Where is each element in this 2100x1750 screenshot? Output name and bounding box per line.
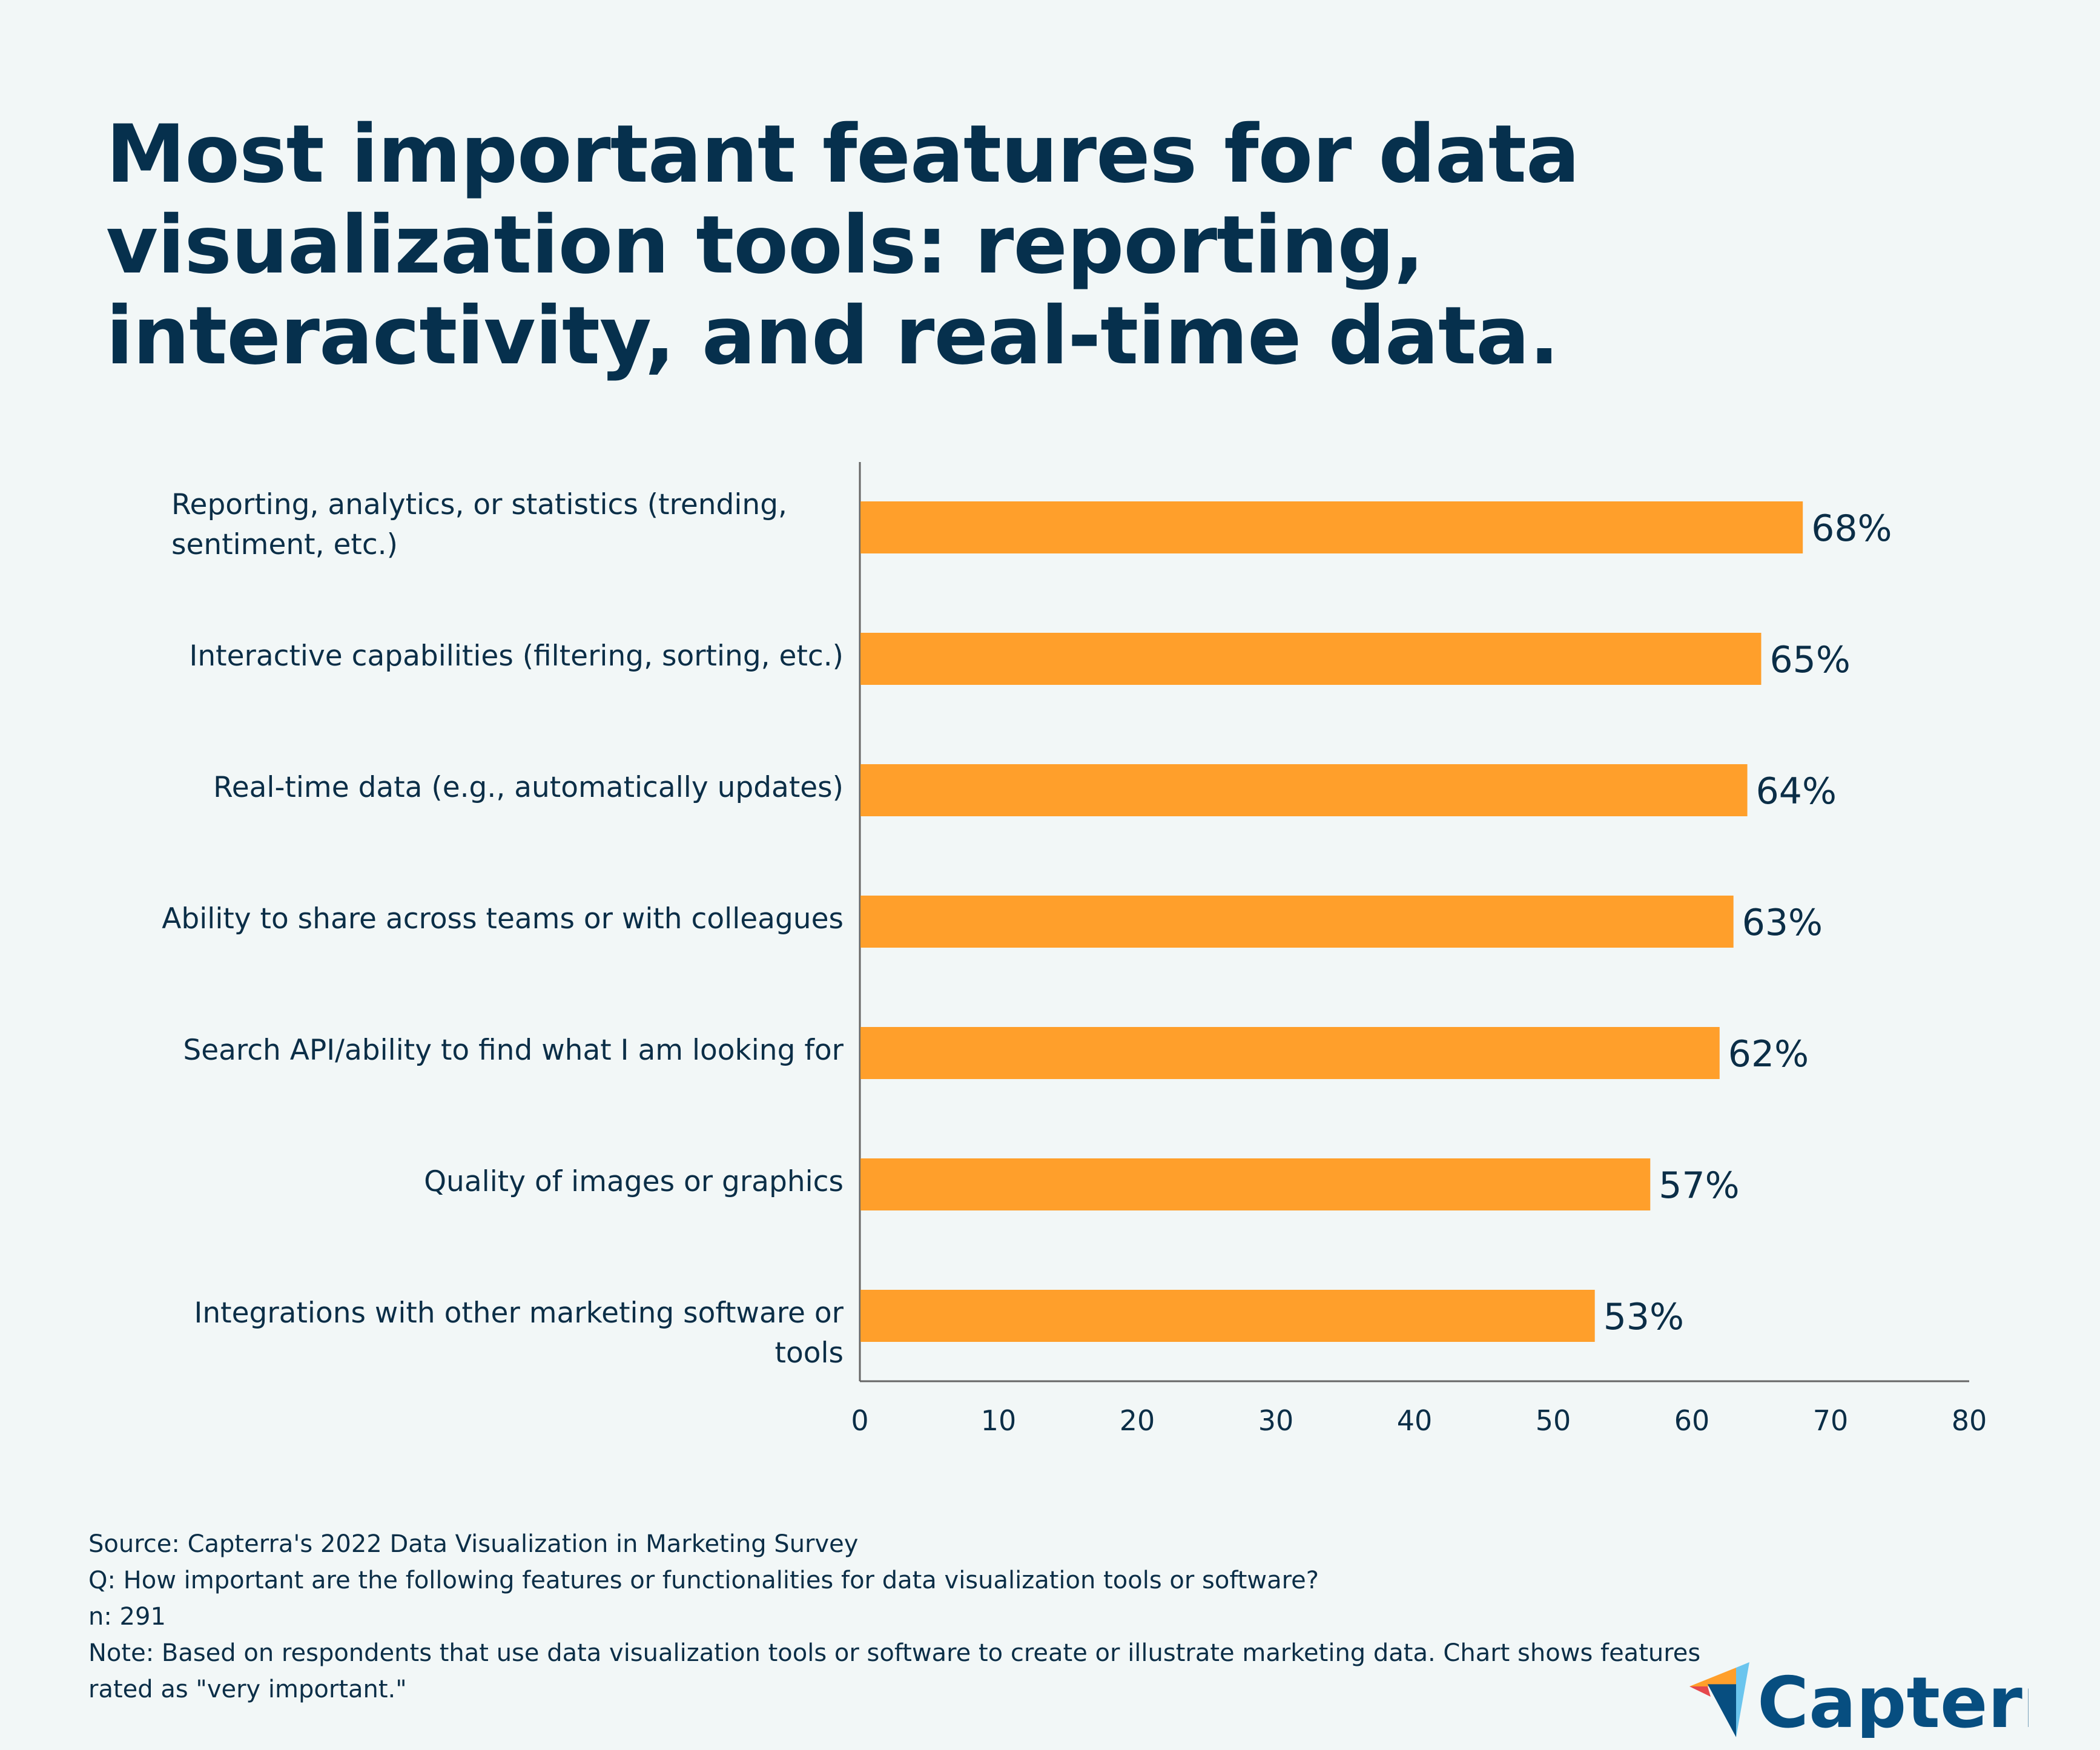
- data-label: 62%: [1728, 1033, 1809, 1075]
- svg-text:Capterra: Capterra: [1757, 1662, 2029, 1738]
- category-label: Ability to share across teams or with co…: [162, 902, 844, 936]
- question-text: Q: How important are the following featu…: [88, 1567, 1319, 1594]
- category-label: Quality of images or graphics: [424, 1165, 844, 1198]
- category-label: Integrations with other marketing softwa…: [194, 1296, 844, 1370]
- data-label: 68%: [1811, 507, 1892, 550]
- sample-size: n: 291: [88, 1603, 166, 1631]
- bar: [860, 896, 1734, 948]
- data-label: 64%: [1756, 770, 1837, 813]
- bar: [860, 1158, 1651, 1210]
- x-tick-label: 0: [851, 1404, 868, 1437]
- category-label: Search API/ability to find what I am loo…: [183, 1034, 844, 1067]
- category-label: Reporting, analytics, or statistics (tre…: [171, 488, 787, 561]
- capterra-logo: Capterra: [1689, 1662, 2029, 1738]
- x-tick-label: 20: [1120, 1404, 1155, 1437]
- chart-title: Most important features for data visuali…: [106, 108, 1580, 383]
- note-text: Note: Based on respondents that use data…: [88, 1639, 1701, 1703]
- data-label: 53%: [1603, 1296, 1684, 1338]
- bar: [860, 633, 1762, 685]
- x-tick-label: 10: [981, 1404, 1017, 1437]
- bar: [860, 764, 1748, 816]
- data-label: 57%: [1659, 1164, 1739, 1207]
- bar: [860, 1027, 1720, 1079]
- x-tick-label: 30: [1258, 1404, 1294, 1437]
- bar: [860, 501, 1803, 553]
- x-tick-label: 50: [1536, 1404, 1571, 1437]
- x-tick-label: 80: [1952, 1404, 1987, 1437]
- footer-notes: Source: Capterra's 2022 Data Visualizati…: [88, 1526, 1723, 1708]
- source-text: Source: Capterra's 2022 Data Visualizati…: [88, 1530, 859, 1558]
- data-label: 65%: [1770, 639, 1851, 681]
- category-label: Interactive capabilities (filtering, sor…: [189, 639, 844, 673]
- x-tick-label: 60: [1674, 1404, 1710, 1437]
- bar: [860, 1290, 1595, 1342]
- x-tick-label: 40: [1397, 1404, 1433, 1437]
- x-tick-label: 70: [1813, 1404, 1849, 1437]
- data-label: 63%: [1742, 902, 1823, 944]
- category-label: Real-time data (e.g., automatically upda…: [213, 771, 844, 804]
